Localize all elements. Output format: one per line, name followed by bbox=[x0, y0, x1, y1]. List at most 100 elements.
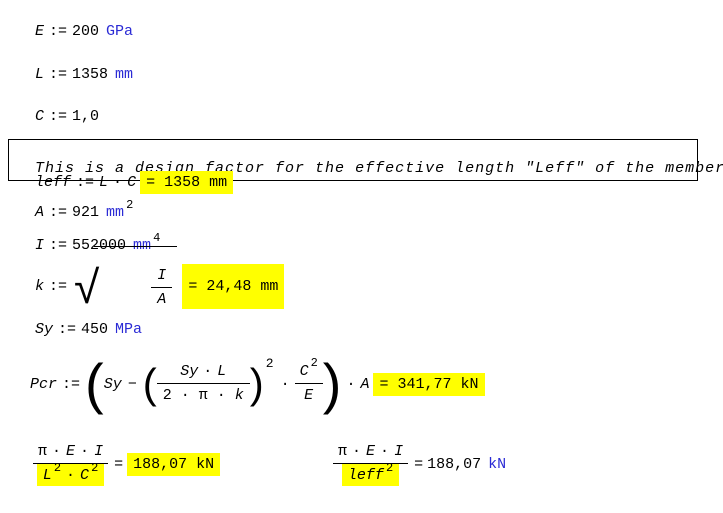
denominator-C: C bbox=[80, 467, 90, 484]
numerator-I: I bbox=[94, 443, 104, 460]
fraction-I-over-A: I A bbox=[151, 267, 173, 310]
variable-name: I bbox=[35, 237, 45, 254]
variable-name: L bbox=[35, 66, 45, 83]
multiply-dot: · bbox=[280, 375, 290, 393]
definition-I[interactable]: I := 552000 mm 4 bbox=[35, 231, 160, 255]
multiply-dot: · bbox=[380, 443, 390, 460]
assign-operator: := bbox=[58, 321, 77, 338]
fraction-numerator: π · E · I bbox=[333, 443, 409, 464]
highlighted-result: = 1358 mm bbox=[140, 171, 234, 194]
equation-leff[interactable]: leff := L · C = 1358 mm bbox=[35, 171, 234, 194]
definition-E[interactable]: E := 200 GPa bbox=[35, 23, 133, 40]
exponent: 4 bbox=[153, 230, 161, 245]
exponent: 2 bbox=[53, 460, 62, 475]
denominator-k: k bbox=[234, 386, 244, 404]
equation-euler-leff[interactable]: π · E · I leff 2 = 188,07 kN bbox=[333, 443, 506, 486]
denominator-2pi: 2 · π · bbox=[162, 386, 235, 404]
equals-sign: = bbox=[114, 456, 124, 473]
numerator-E: E bbox=[366, 443, 376, 460]
numerator-E: E bbox=[66, 443, 76, 460]
unit-label: mm bbox=[115, 66, 134, 83]
unit-label: GPa bbox=[106, 23, 134, 40]
multiply-dot: · bbox=[52, 443, 62, 460]
multiply-dot: · bbox=[113, 174, 123, 191]
equals-sign: = bbox=[414, 456, 424, 473]
radical-sign: √ bbox=[74, 260, 100, 313]
highlighted-denominator: L 2 · C 2 bbox=[36, 460, 105, 486]
unit-label: kN bbox=[488, 456, 507, 473]
definition-A[interactable]: A := 921 mm 2 bbox=[35, 198, 133, 222]
operand-Sy: Sy bbox=[103, 375, 122, 393]
multiply-dot: · bbox=[352, 443, 362, 460]
value: 921 bbox=[72, 204, 100, 221]
multiply-dot: · bbox=[346, 375, 356, 393]
highlighted-result: = 341,77 kN bbox=[373, 372, 485, 396]
denominator-L: L bbox=[42, 467, 52, 484]
square-root: √ I A bbox=[74, 246, 178, 327]
variable-name: C bbox=[35, 108, 45, 125]
numerator-C: C bbox=[299, 362, 309, 380]
value: 200 bbox=[72, 23, 100, 40]
variable-name: E bbox=[35, 23, 45, 40]
pi-symbol: π bbox=[338, 443, 348, 460]
exponent: 2 bbox=[385, 460, 394, 475]
unit-label: MPa bbox=[115, 321, 143, 338]
fraction-denominator: A bbox=[157, 291, 167, 308]
assign-operator: := bbox=[49, 237, 68, 254]
numerator-L: L bbox=[217, 362, 227, 380]
open-paren-inner: ( bbox=[142, 360, 157, 408]
value: 450 bbox=[81, 321, 109, 338]
highlighted-result: 188,07 kN bbox=[127, 453, 221, 476]
result-value: 188,07 bbox=[427, 456, 482, 473]
equation-k[interactable]: k := √ I A = 24,48 mm bbox=[35, 246, 285, 310]
variable-name: leff bbox=[35, 174, 72, 191]
multiply-dot: · bbox=[80, 443, 90, 460]
definition-C[interactable]: C := 1,0 bbox=[35, 108, 99, 125]
operand-A: A bbox=[360, 375, 370, 393]
exponent-square: 2 bbox=[265, 356, 274, 371]
assign-operator: := bbox=[49, 204, 68, 221]
radicand: I A bbox=[94, 246, 178, 327]
fraction-SyL-over-2pik: Sy · L 2 · π · k bbox=[156, 362, 250, 406]
variable-name: Sy bbox=[35, 321, 54, 338]
value: 1,0 bbox=[72, 108, 100, 125]
exponent: 2 bbox=[310, 356, 318, 370]
fraction-piEI-over-leff2: π · E · I leff 2 bbox=[333, 443, 409, 486]
variable-name: Pcr bbox=[30, 375, 58, 393]
numerator-I: I bbox=[394, 443, 404, 460]
text-note-box[interactable]: This is a design factor for the effectiv… bbox=[8, 139, 723, 181]
multiply-dot: · bbox=[203, 362, 213, 380]
numerator-Sy: Sy bbox=[180, 362, 199, 380]
open-paren-outer: ( bbox=[85, 351, 104, 415]
denominator-leff: leff bbox=[347, 467, 384, 484]
highlighted-denominator: leff 2 bbox=[341, 460, 400, 486]
fraction-numerator: Sy · L bbox=[156, 362, 250, 384]
highlighted-result: = 24,48 mm bbox=[182, 264, 285, 309]
definition-Sy[interactable]: Sy := 450 MPa bbox=[35, 321, 142, 338]
assign-operator: := bbox=[49, 23, 68, 40]
value: 552000 bbox=[72, 237, 127, 254]
minus-operator: − bbox=[127, 375, 137, 393]
assign-operator: := bbox=[62, 375, 81, 393]
exponent: 2 bbox=[126, 197, 134, 212]
operand-C: C bbox=[127, 174, 137, 191]
unit-label: mm bbox=[106, 204, 125, 221]
definition-L[interactable]: L := 1358 mm bbox=[35, 66, 133, 83]
variable-name: k bbox=[35, 278, 45, 295]
assign-operator: := bbox=[49, 108, 68, 125]
fraction-numerator: I bbox=[151, 267, 173, 288]
equation-euler-LC[interactable]: π · E · I L 2 · C 2 = 188,07 kN bbox=[33, 443, 221, 486]
assign-operator: := bbox=[49, 66, 68, 83]
close-paren-inner: ) bbox=[249, 360, 264, 408]
fraction-denominator: 2 · π · k bbox=[157, 384, 250, 406]
value: 1358 bbox=[72, 66, 109, 83]
note-text: This is a design factor for the effectiv… bbox=[35, 160, 723, 177]
pi-symbol: π bbox=[38, 443, 48, 460]
unit-label: mm bbox=[133, 237, 152, 254]
close-paren-outer: ) bbox=[322, 351, 342, 415]
fraction-denominator: E bbox=[304, 386, 314, 404]
multiply-dot: · bbox=[66, 467, 76, 484]
exponent: 2 bbox=[91, 460, 99, 475]
